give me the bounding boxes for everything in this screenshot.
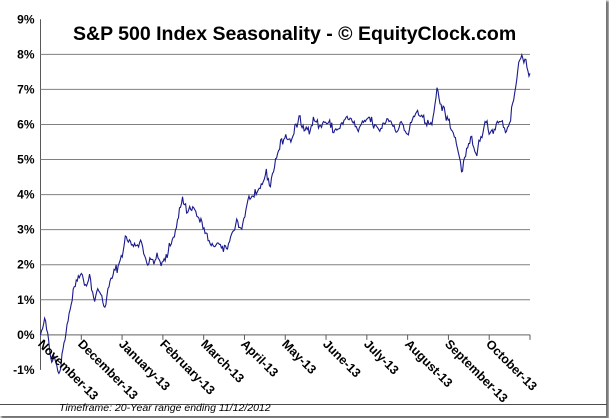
svg-text:-1%: -1% — [13, 363, 35, 377]
svg-text:7%: 7% — [17, 82, 35, 96]
svg-text:1%: 1% — [17, 293, 35, 307]
svg-text:9%: 9% — [17, 12, 35, 26]
svg-text:5%: 5% — [17, 153, 35, 167]
svg-text:3%: 3% — [17, 223, 35, 237]
svg-text:0%: 0% — [17, 328, 35, 342]
svg-text:2%: 2% — [17, 258, 35, 272]
svg-text:8%: 8% — [17, 47, 35, 61]
svg-text:6%: 6% — [17, 117, 35, 131]
svg-text:4%: 4% — [17, 188, 35, 202]
